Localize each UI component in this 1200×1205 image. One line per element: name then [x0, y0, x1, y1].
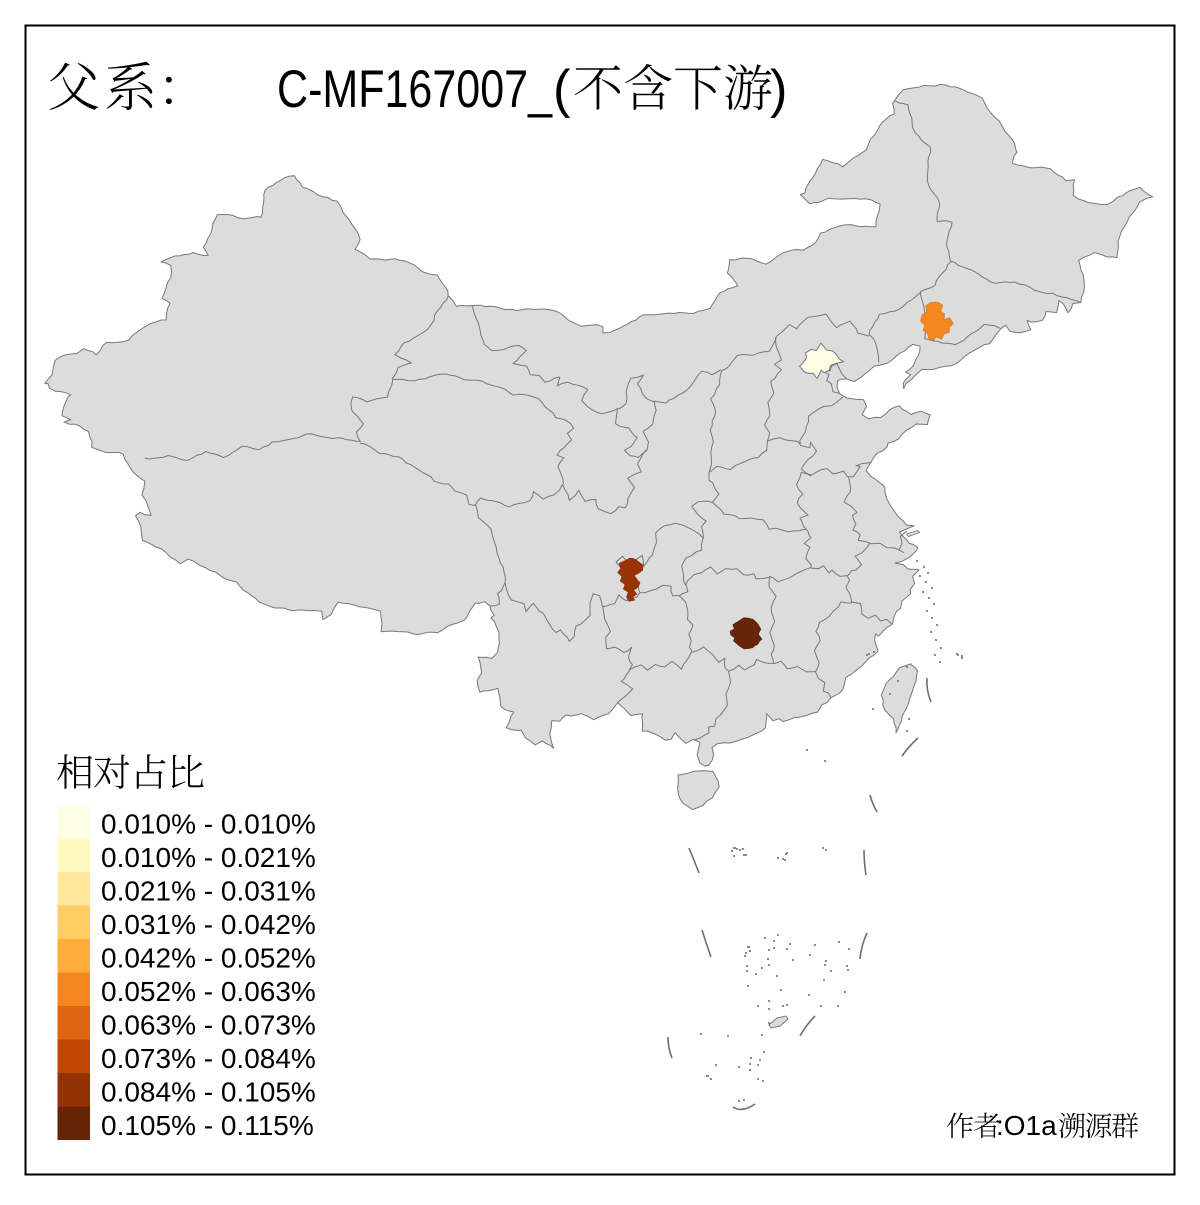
- svg-text:C-MF167007_: C-MF167007_: [277, 60, 553, 119]
- svg-text:0.084% - 0.105%: 0.084% - 0.105%: [101, 1077, 316, 1108]
- svg-text:0.021% - 0.031%: 0.021% - 0.031%: [101, 876, 316, 907]
- svg-text::O1a: :O1a: [996, 1110, 1057, 1141]
- svg-text:): ): [770, 60, 787, 119]
- svg-text:0.052% - 0.063%: 0.052% - 0.063%: [101, 976, 316, 1007]
- svg-text:0.031% - 0.042%: 0.031% - 0.042%: [101, 909, 316, 940]
- svg-text:0.063% - 0.073%: 0.063% - 0.073%: [101, 1010, 316, 1041]
- svg-text:0.010% - 0.010%: 0.010% - 0.010%: [101, 809, 316, 840]
- svg-text:0.042% - 0.052%: 0.042% - 0.052%: [101, 943, 316, 974]
- svg-text:0.010% - 0.021%: 0.010% - 0.021%: [101, 842, 316, 873]
- svg-text:0.105% - 0.115%: 0.105% - 0.115%: [101, 1110, 314, 1141]
- svg-text:(: (: [553, 60, 571, 119]
- svg-text:0.073% - 0.084%: 0.073% - 0.084%: [101, 1043, 316, 1074]
